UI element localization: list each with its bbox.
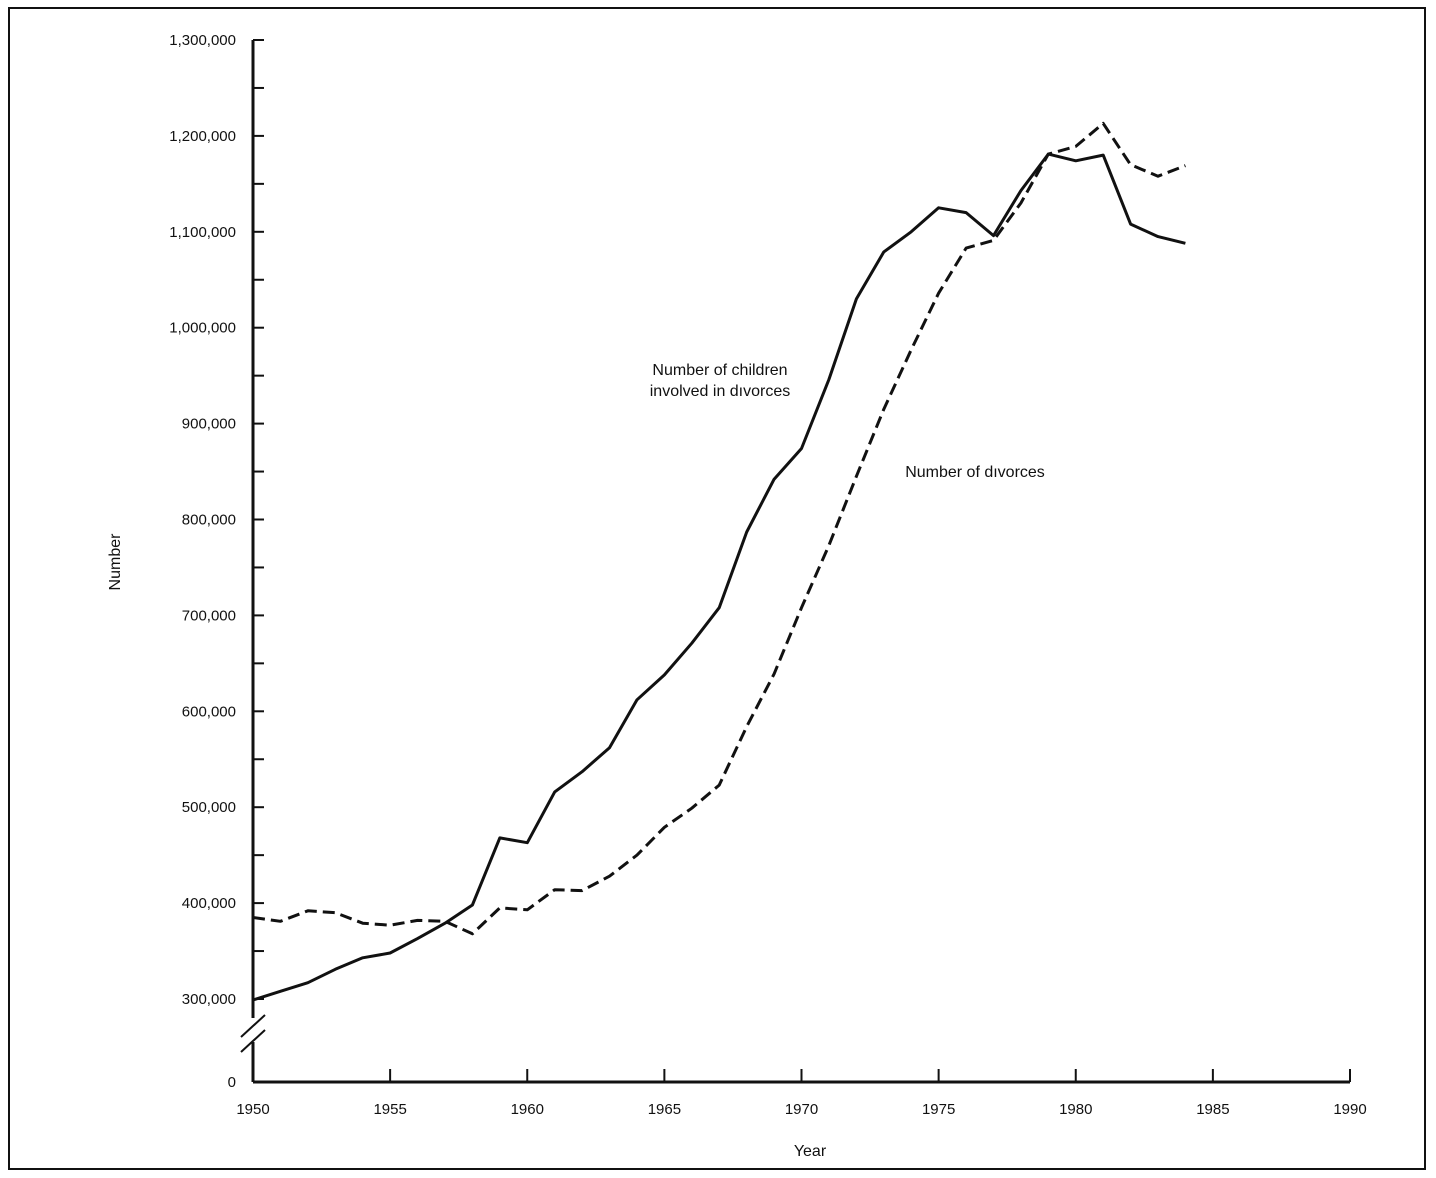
- series-line-divorces: [252, 121, 1186, 936]
- y-tick-label: 1,000,000: [169, 320, 236, 337]
- y-tick-label: 600,000: [182, 703, 236, 720]
- x-tick-label: 1990: [1333, 1101, 1366, 1118]
- y-tick-label: 300,000: [182, 991, 236, 1008]
- x-tick-label: 1975: [922, 1101, 955, 1118]
- labels: Number Year Number of children involved …: [107, 362, 1045, 1160]
- x-tick-label: 1970: [785, 1101, 818, 1118]
- y-tick-label: 500,000: [182, 799, 236, 816]
- x-tick-label: 1960: [511, 1101, 544, 1118]
- series-line-children: [252, 152, 1186, 1002]
- annotation-divorces: Number of dıvorces: [905, 464, 1045, 481]
- x-tick-label: 1985: [1196, 1101, 1229, 1118]
- annotation-children-line-2: involved in dıvorces: [650, 383, 791, 400]
- x-tick-label: 1965: [648, 1101, 681, 1118]
- x-axis-title: Year: [794, 1143, 827, 1160]
- annotation-children-line-1: Number of children: [652, 362, 787, 379]
- x-tick-label: 1950: [236, 1101, 269, 1118]
- series-layer: [252, 121, 1186, 1002]
- chart-frame: [8, 7, 1426, 1170]
- y-tick-label: 900,000: [182, 416, 236, 433]
- y-tick-label: 1,300,000: [169, 32, 236, 49]
- y-zero-label: 0: [228, 1074, 236, 1091]
- axes: 300,000 400,000 500,000 600,000 700,000 800,0…: [169, 32, 1366, 1118]
- y-tick-label: 800,000: [182, 512, 236, 529]
- axis-break-mark: [240, 1029, 266, 1053]
- y-tick-label: 1,100,000: [169, 224, 236, 241]
- x-tick-label: 1980: [1059, 1101, 1092, 1118]
- y-tick-label: 700,000: [182, 607, 236, 624]
- y-tick-label: 1,200,000: [169, 128, 236, 145]
- x-tick-label: 1955: [373, 1101, 406, 1118]
- y-axis-title: Number: [107, 533, 124, 591]
- y-tick-label: 400,000: [182, 895, 236, 912]
- axis-break-mark: [240, 1014, 266, 1038]
